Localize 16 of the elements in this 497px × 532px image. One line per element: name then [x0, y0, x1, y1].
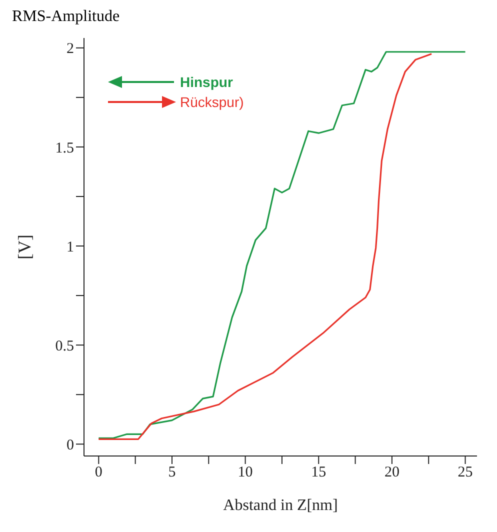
x-tick-label: 10 — [238, 464, 253, 481]
y-axis-title: [V] — [14, 234, 34, 260]
x-tick-label: 0 — [94, 464, 102, 481]
y-tick-label: 0.5 — [55, 338, 74, 354]
x-tick-label: 25 — [458, 464, 473, 481]
x-tick-label: 5 — [168, 464, 176, 481]
x-tick-label: 15 — [311, 464, 326, 481]
y-tick-label: 2 — [66, 41, 74, 58]
chart-title: RMS-Amplitude — [12, 8, 120, 26]
legend-label: Rückspur) — [180, 94, 244, 110]
y-tick-label: 1.5 — [55, 140, 74, 156]
x-axis-title: Abstand in Z[nm] — [223, 497, 338, 514]
legend-label: Hinspur — [180, 74, 233, 90]
x-tick-label: 20 — [384, 464, 400, 481]
y-tick-label: 1 — [66, 239, 74, 256]
y-tick-label: 0 — [66, 437, 74, 454]
